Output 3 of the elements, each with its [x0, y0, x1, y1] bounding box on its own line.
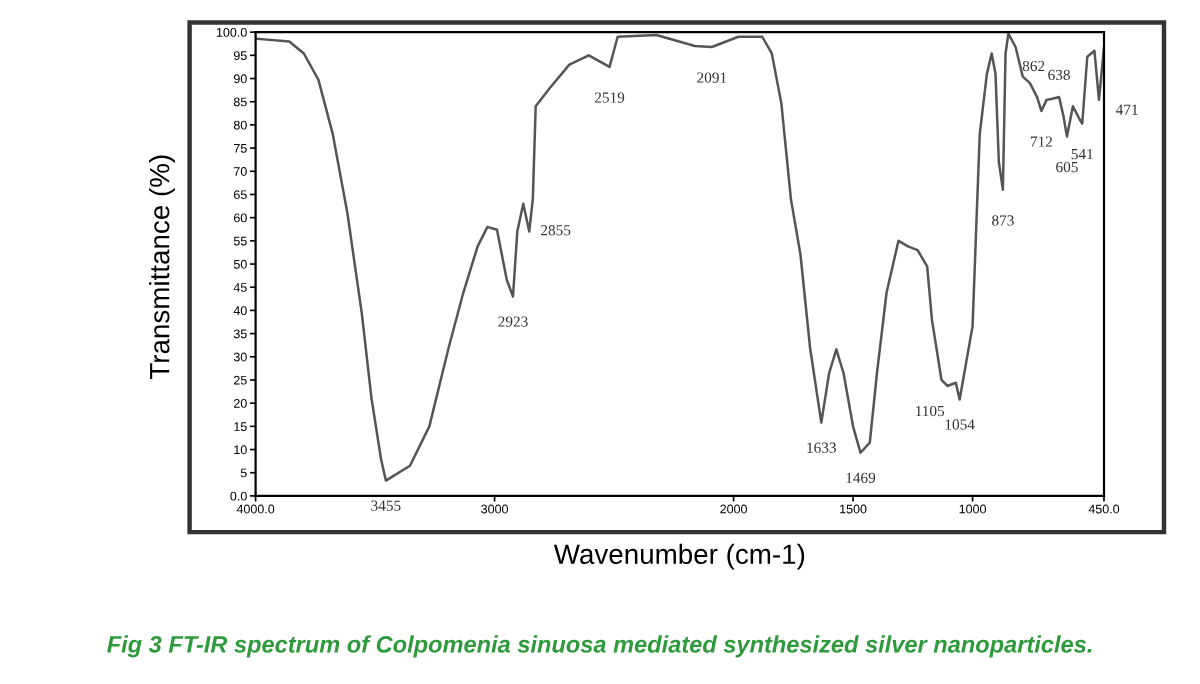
x-axis-title: Wavenumber (cm-1): [553, 543, 805, 570]
caption: Fig 3 FT-IR spectrum of Colpomenia sinuosa mediated synthesized silver nanoparticles.: [107, 635, 1092, 658]
y-axis-title: Transmittance (%): [149, 155, 175, 380]
